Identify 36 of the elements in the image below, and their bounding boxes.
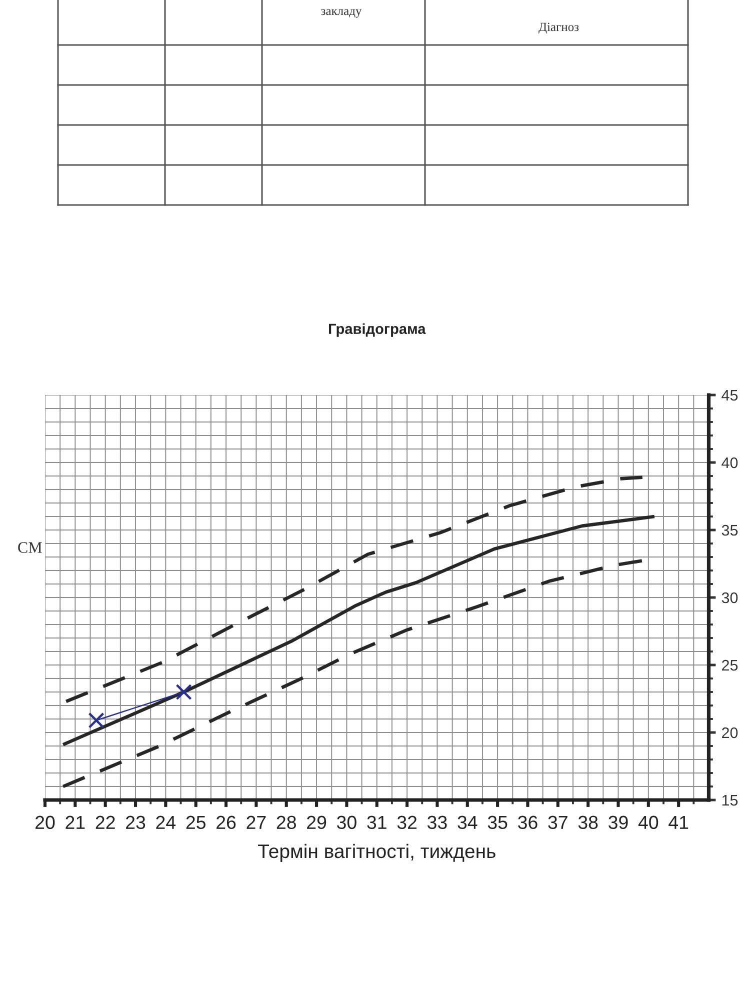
- x-tick-label: 26: [216, 816, 236, 830]
- x-tick-label: 40: [638, 816, 658, 830]
- x-tick-label: 35: [488, 816, 508, 830]
- x-tick-label: 24: [156, 816, 176, 829]
- x-tick-label: 22: [96, 816, 115, 829]
- x-tick-label: 28: [276, 816, 296, 830]
- x-tick-label: 31: [367, 816, 386, 830]
- x-tick-label: 39: [608, 816, 628, 830]
- y-tick-label: 20: [722, 727, 738, 738]
- x-tick-label: 37: [548, 816, 568, 830]
- x-tick-label: 34: [458, 816, 478, 830]
- line-series: [64, 476, 644, 704]
- x-tick-label: 21: [66, 816, 85, 829]
- x-tick-label: 32: [397, 816, 417, 830]
- y-tick-label: 15: [722, 795, 738, 806]
- x-tick-label: 36: [518, 816, 538, 830]
- x-tick-label: 20: [36, 816, 55, 830]
- y-tick-label: 35: [722, 524, 738, 536]
- x-tick-label: 30: [336, 816, 356, 830]
- x-axis-title: Термін вагітності, тиждень: [258, 844, 496, 862]
- y-tick-label: 25: [722, 660, 738, 671]
- y-tick-label: 40: [722, 457, 738, 468]
- chart-title: Гравідограма: [328, 323, 426, 337]
- y-tick-label: 30: [722, 592, 738, 604]
- text: закладу: [321, 9, 362, 18]
- line-series: [61, 514, 656, 746]
- x-tick-label: 23: [126, 816, 146, 830]
- text: Діагноз: [538, 22, 579, 34]
- y-axis-title: СМ: [18, 542, 42, 553]
- x-tick-label: 38: [578, 816, 598, 830]
- x-tick-label: 27: [246, 816, 266, 829]
- x-tick-label: 29: [307, 816, 326, 830]
- x-tick-label: 25: [186, 816, 206, 830]
- x-tick-label: 33: [428, 816, 447, 830]
- x-tick-label: 41: [668, 816, 688, 829]
- y-tick-label: 45: [722, 390, 738, 401]
